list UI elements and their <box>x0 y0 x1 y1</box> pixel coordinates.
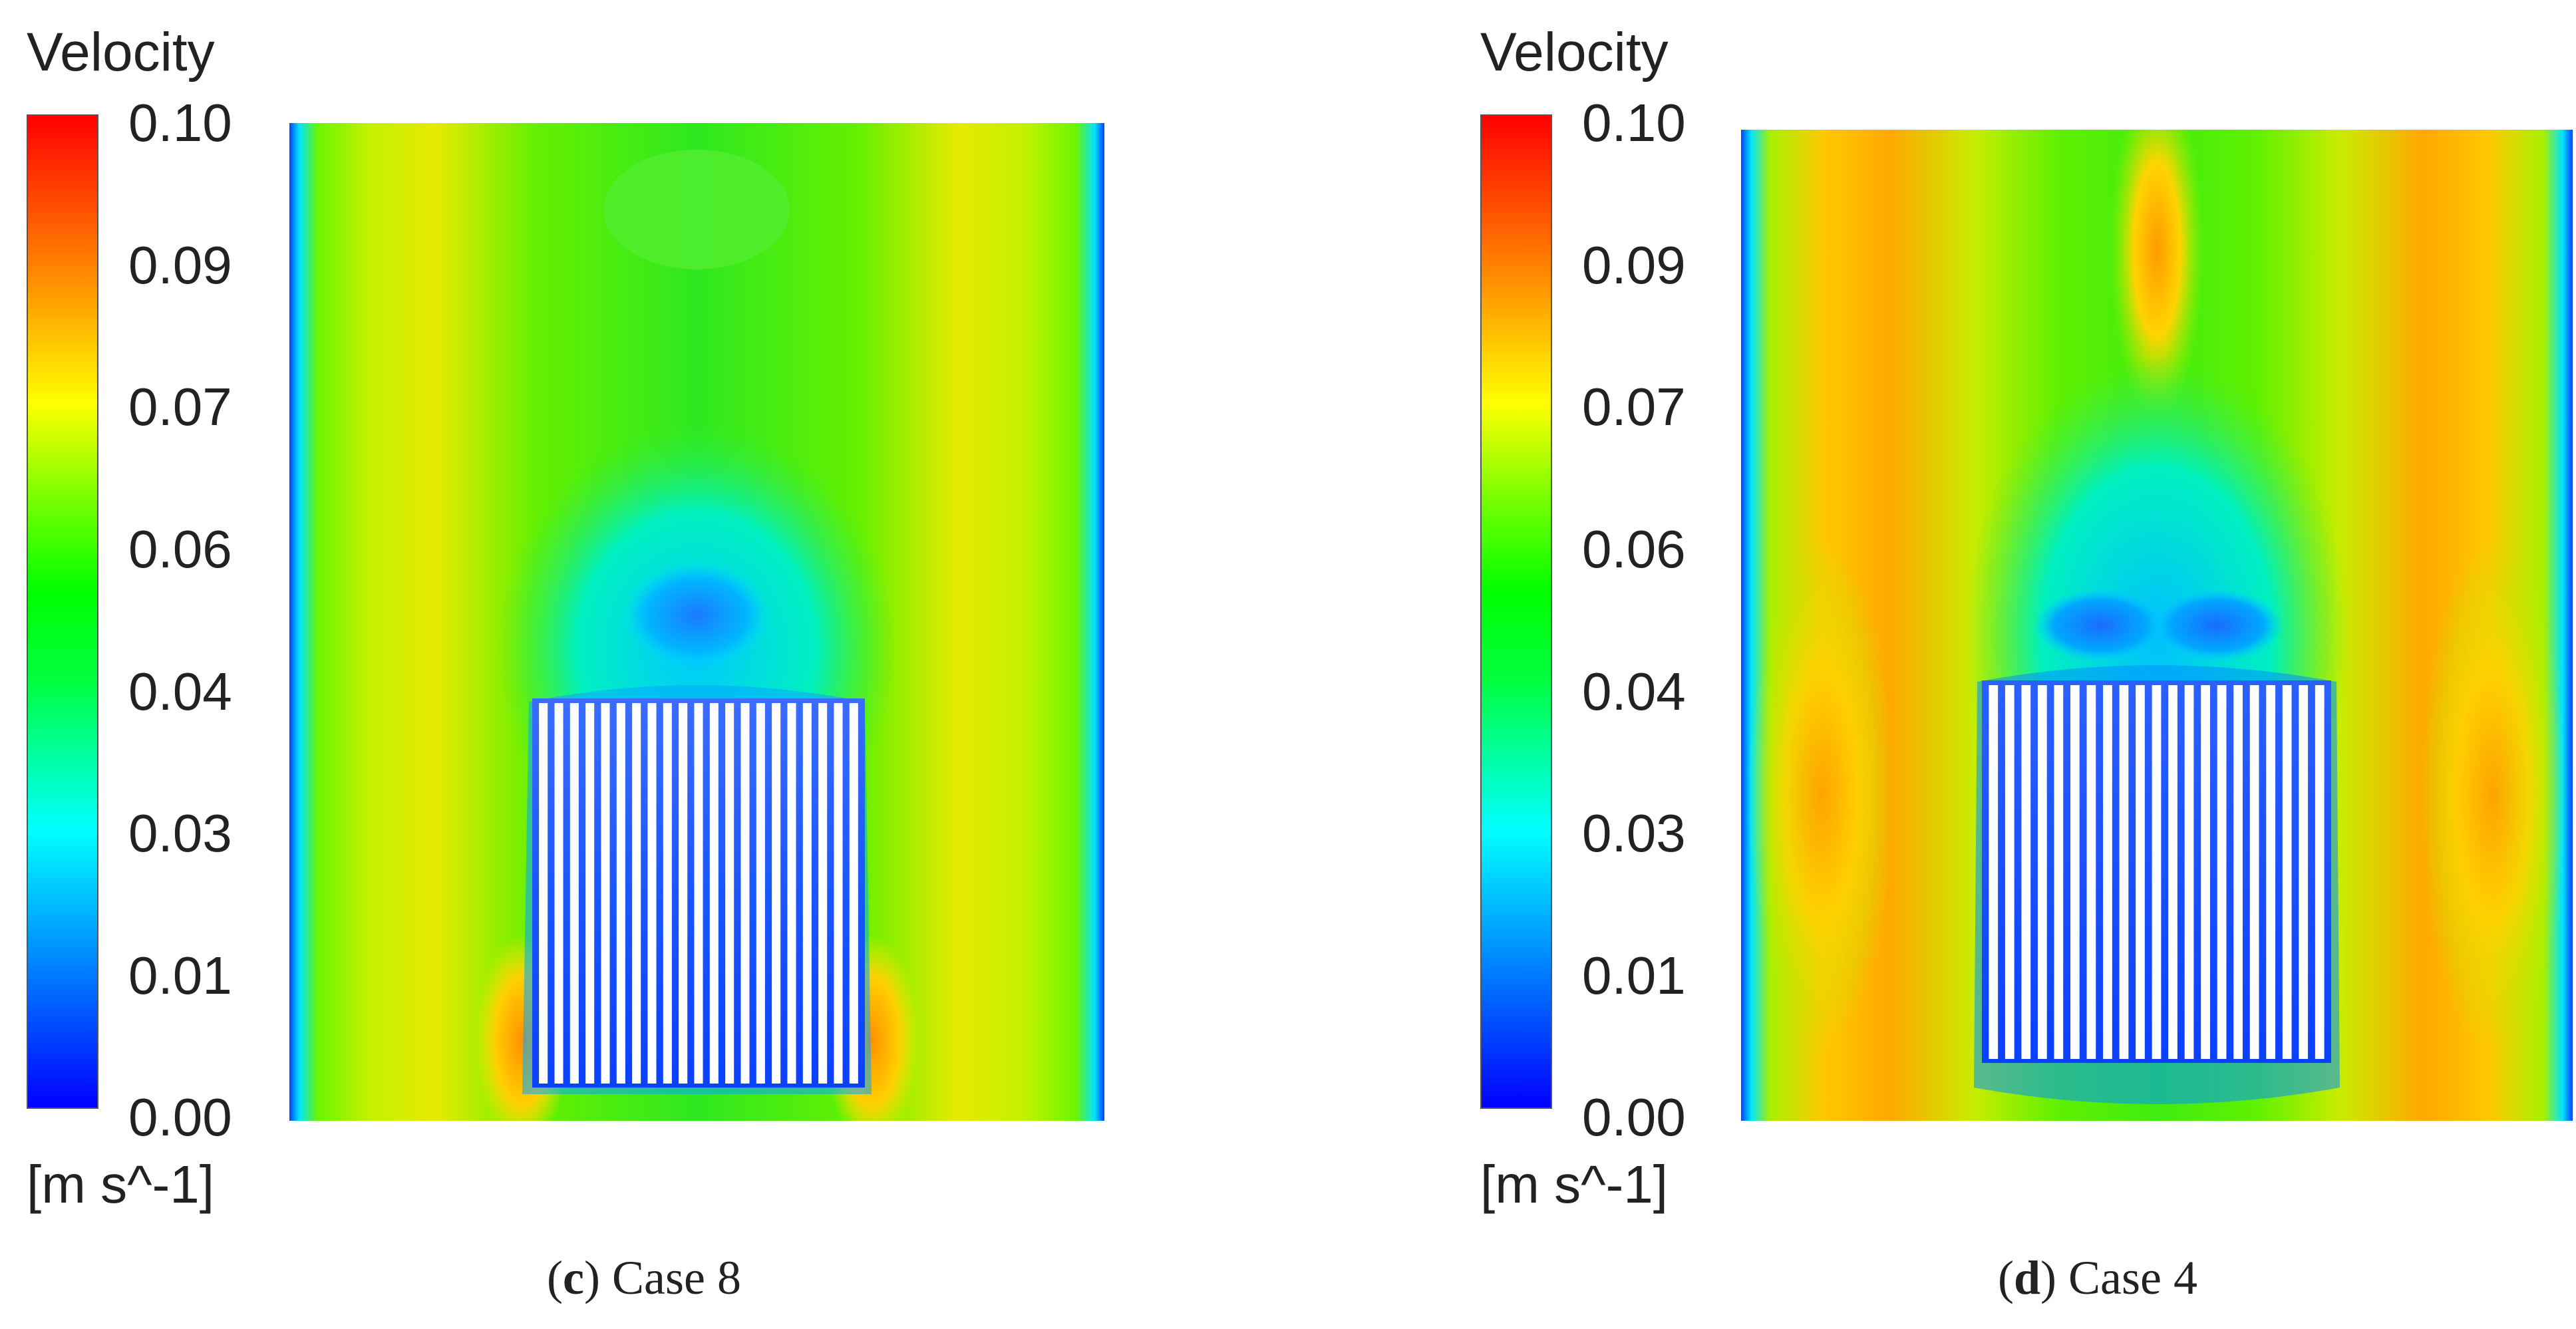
legend-tick: 0.00 <box>128 1088 232 1147</box>
wake-core-right <box>2150 589 2283 662</box>
fin-channel <box>772 703 781 1084</box>
fin-channel <box>601 703 610 1084</box>
fin-channel <box>632 703 641 1084</box>
caption-text: Case 8 <box>611 1251 741 1304</box>
wake-core-left <box>2034 589 2167 662</box>
fin-channel <box>834 703 843 1084</box>
side-jet-left <box>1748 542 1894 1048</box>
legend-tick: 0.03 <box>128 804 232 863</box>
fin-channel <box>2054 685 2064 1059</box>
fin-array <box>539 703 858 1084</box>
fin-channel <box>2201 685 2210 1059</box>
center-jet <box>2110 130 2203 422</box>
fin-array <box>1989 685 2325 1059</box>
legend-tick: 0.09 <box>128 235 232 295</box>
color-scale-bar <box>27 114 98 1109</box>
legend-tick: 0.00 <box>1582 1088 1686 1147</box>
fin-channel <box>2152 685 2162 1059</box>
legend-tick: 0.07 <box>1582 377 1686 436</box>
fin-channel <box>756 703 765 1084</box>
fin-channel <box>1989 685 1999 1059</box>
caption-letter: c <box>563 1251 584 1304</box>
fin-channel <box>2299 685 2309 1059</box>
legend-unit: [m s^-1] <box>1480 1155 1668 1214</box>
fin-channel <box>2086 685 2096 1059</box>
fin-channel <box>2005 685 2014 1059</box>
fin-channel <box>802 703 812 1084</box>
fin-channel <box>2184 685 2194 1059</box>
fin-channel <box>663 703 672 1084</box>
fin-channel <box>647 703 657 1084</box>
legend-title: Velocity <box>27 22 215 82</box>
legend-tick: 0.03 <box>1582 804 1686 863</box>
fin-channel <box>2249 685 2259 1059</box>
legend-title: Velocity <box>1480 22 1669 82</box>
fin-channel <box>818 703 828 1084</box>
panel-case-8: Velocity 0.10 0.09 0.07 0.06 0.04 0.03 0… <box>27 22 1104 1304</box>
fin-channel <box>2233 685 2243 1059</box>
fin-channel <box>2021 685 2031 1059</box>
fin-channel <box>2103 685 2112 1059</box>
legend-tick: 0.06 <box>128 519 232 579</box>
fin-channel <box>2217 685 2227 1059</box>
fin-channel <box>2070 685 2080 1059</box>
fin-channel <box>2266 685 2276 1059</box>
fin-channel <box>539 703 548 1084</box>
legend-tick: 0.04 <box>1582 662 1686 721</box>
fin-channel <box>2282 685 2292 1059</box>
legend-tick: 0.10 <box>1582 93 1686 152</box>
legend-tick: 0.06 <box>1582 519 1686 579</box>
fin-channel <box>2136 685 2145 1059</box>
legend-unit: [m s^-1] <box>27 1155 214 1214</box>
legend-tick: 0.01 <box>1582 946 1686 1005</box>
caption-text: Case 4 <box>2068 1251 2197 1304</box>
side-jet-right <box>2420 542 2566 1048</box>
fin-channel <box>709 703 719 1084</box>
fin-channel <box>585 703 595 1084</box>
velocity-contour-plot <box>289 123 1104 1121</box>
legend-tick: 0.01 <box>128 946 232 1005</box>
fin-channel <box>787 703 796 1084</box>
caption-letter: d <box>2013 1251 2041 1304</box>
fin-channel <box>2168 685 2177 1059</box>
fin-channel <box>740 703 750 1084</box>
fin-channel <box>569 703 579 1084</box>
velocity-contour-plot <box>1741 130 2573 1121</box>
panel-caption: (c) Case 8 <box>547 1251 741 1304</box>
panel-caption: (d) Case 4 <box>1998 1251 2197 1304</box>
fin-channel <box>2037 685 2047 1059</box>
fin-channel <box>2315 685 2325 1059</box>
fin-channel <box>2119 685 2129 1059</box>
fin-channel <box>725 703 734 1084</box>
top-green-lobe <box>603 150 790 269</box>
legend-tick: 0.07 <box>128 377 232 436</box>
wake-core <box>623 562 770 668</box>
fin-channel <box>616 703 625 1084</box>
fin-channel <box>554 703 564 1084</box>
legend-tick: 0.04 <box>128 662 232 721</box>
fin-channel <box>679 703 688 1084</box>
legend-tick: 0.09 <box>1582 235 1686 295</box>
fin-channel <box>694 703 703 1084</box>
panel-case-4: Velocity 0.10 0.09 0.07 0.06 0.04 0.03 0… <box>1454 0 2576 1329</box>
legend-tick: 0.10 <box>128 93 232 152</box>
color-scale-bar <box>1480 114 1552 1109</box>
fin-channel <box>849 703 858 1084</box>
